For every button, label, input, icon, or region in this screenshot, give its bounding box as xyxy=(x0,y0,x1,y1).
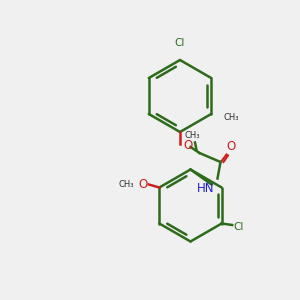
Text: O: O xyxy=(138,178,147,191)
Text: O: O xyxy=(183,139,192,152)
Text: CH₃: CH₃ xyxy=(184,130,200,140)
Text: Cl: Cl xyxy=(234,221,244,232)
Text: CH₃: CH₃ xyxy=(223,112,239,122)
Text: O: O xyxy=(226,140,236,153)
Text: Cl: Cl xyxy=(175,38,185,48)
Text: HN: HN xyxy=(197,182,214,194)
Text: CH₃: CH₃ xyxy=(118,180,134,189)
